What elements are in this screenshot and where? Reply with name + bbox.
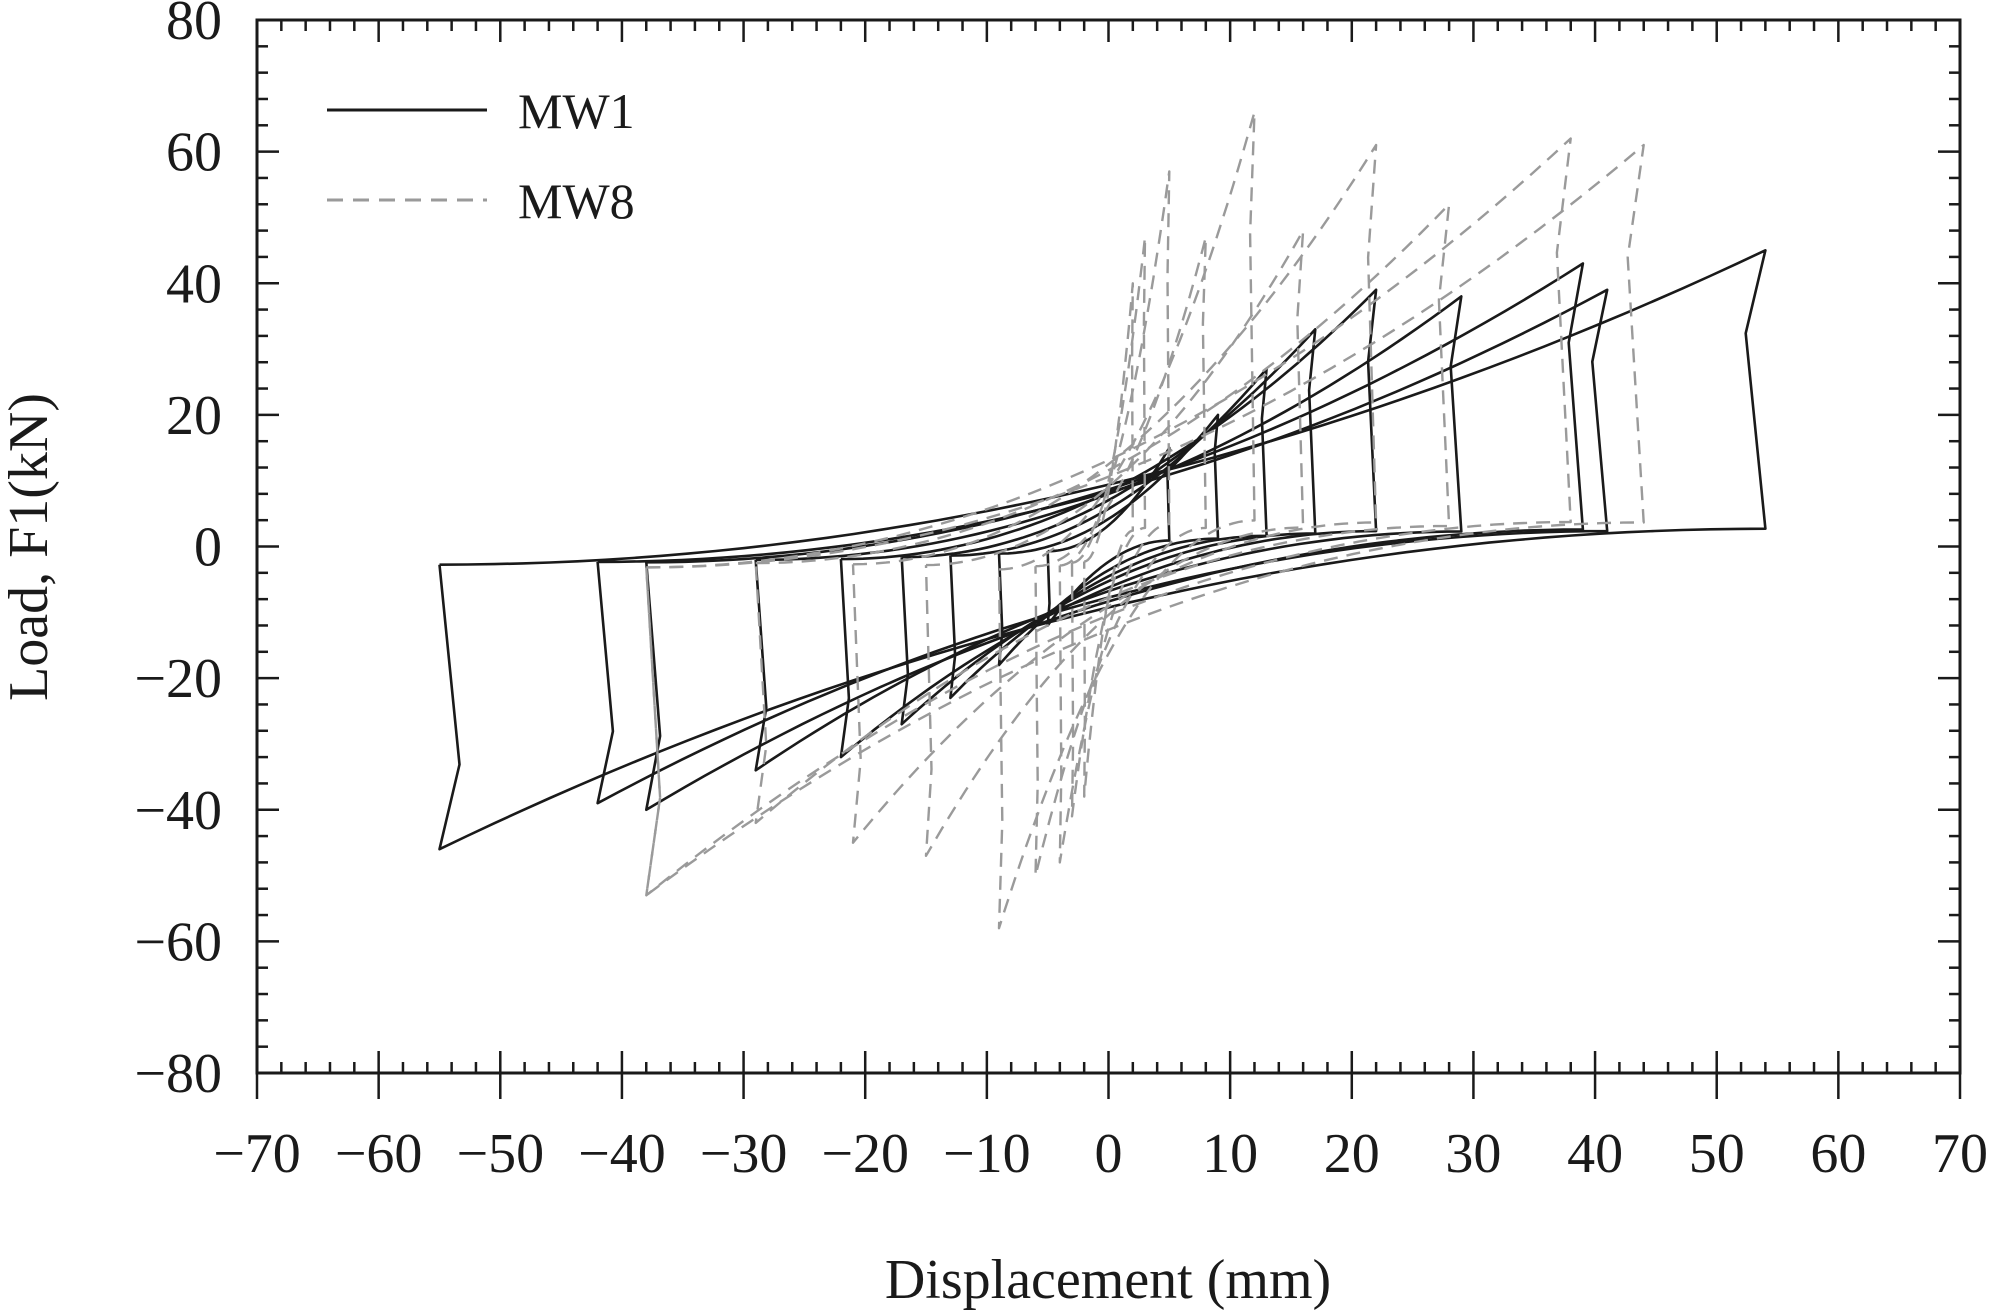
legend-label-mw1: MW1 — [518, 83, 635, 139]
y-tick-label: 40 — [166, 253, 222, 315]
x-tick-label: 0 — [1095, 1123, 1123, 1185]
series-mw8-loop-7 — [851, 143, 1378, 844]
x-tick-label: −50 — [456, 1123, 544, 1185]
plot-frame — [255, 18, 1962, 1075]
x-tick-label: −30 — [700, 1123, 788, 1185]
series-mw1-loop-5 — [839, 288, 1378, 759]
x-tick-label: 30 — [1445, 1123, 1501, 1185]
x-tick-label: 70 — [1932, 1123, 1988, 1185]
y-tick-label: −60 — [134, 911, 222, 973]
x-tick-label: −20 — [821, 1123, 909, 1185]
series-mw8-loop-6 — [924, 229, 1305, 857]
series-mw8-loop-4 — [1034, 236, 1207, 877]
x-axis-label: Displacement (mm) — [885, 1249, 1331, 1311]
x-tick-label: −70 — [213, 1123, 301, 1185]
series-mw1-loop-7 — [645, 262, 1585, 812]
y-tick-label: −40 — [134, 780, 222, 842]
series-mw8-loop-5 — [997, 110, 1256, 930]
x-tick-label: 50 — [1689, 1123, 1745, 1185]
series-mw1-loop-9 — [438, 249, 1767, 851]
tick-labels: −70 −60 −50 −40 −30 −20 −10 0 10 20 30 40 50 60 70 −80 −… — [134, 0, 1988, 1185]
series-mw8-loop-8 — [754, 203, 1451, 825]
y-tick-label: −20 — [134, 648, 222, 710]
series-mw1 — [438, 249, 1767, 851]
x-tick-label: 60 — [1810, 1123, 1866, 1185]
x-tick-label: 40 — [1567, 1123, 1623, 1185]
series-mw1-loop-6 — [754, 295, 1463, 772]
legend: MW1 MW8 — [327, 83, 635, 229]
x-tick-label: −10 — [943, 1123, 1031, 1185]
y-tick-label: 80 — [166, 0, 222, 52]
series-mw8-loop-10 — [645, 143, 1645, 897]
tick-marks — [255, 18, 1962, 1099]
y-tick-label: −80 — [134, 1043, 222, 1105]
x-tick-label: 20 — [1324, 1123, 1380, 1185]
legend-label-mw8: MW8 — [518, 173, 635, 229]
x-tick-label: 10 — [1202, 1123, 1258, 1185]
series-mw8 — [645, 110, 1645, 930]
x-tick-label: −40 — [578, 1123, 666, 1185]
x-tick-label: −60 — [335, 1123, 423, 1185]
y-tick-label: 0 — [194, 517, 222, 579]
y-tick-label: 20 — [166, 385, 222, 447]
y-tick-label: 60 — [166, 122, 222, 184]
y-axis-label: Load, F1(kN) — [0, 393, 60, 701]
series-mw8-loop-9 — [645, 137, 1572, 897]
series-mw8-loop-3 — [1058, 170, 1171, 864]
series-layer — [438, 110, 1767, 930]
